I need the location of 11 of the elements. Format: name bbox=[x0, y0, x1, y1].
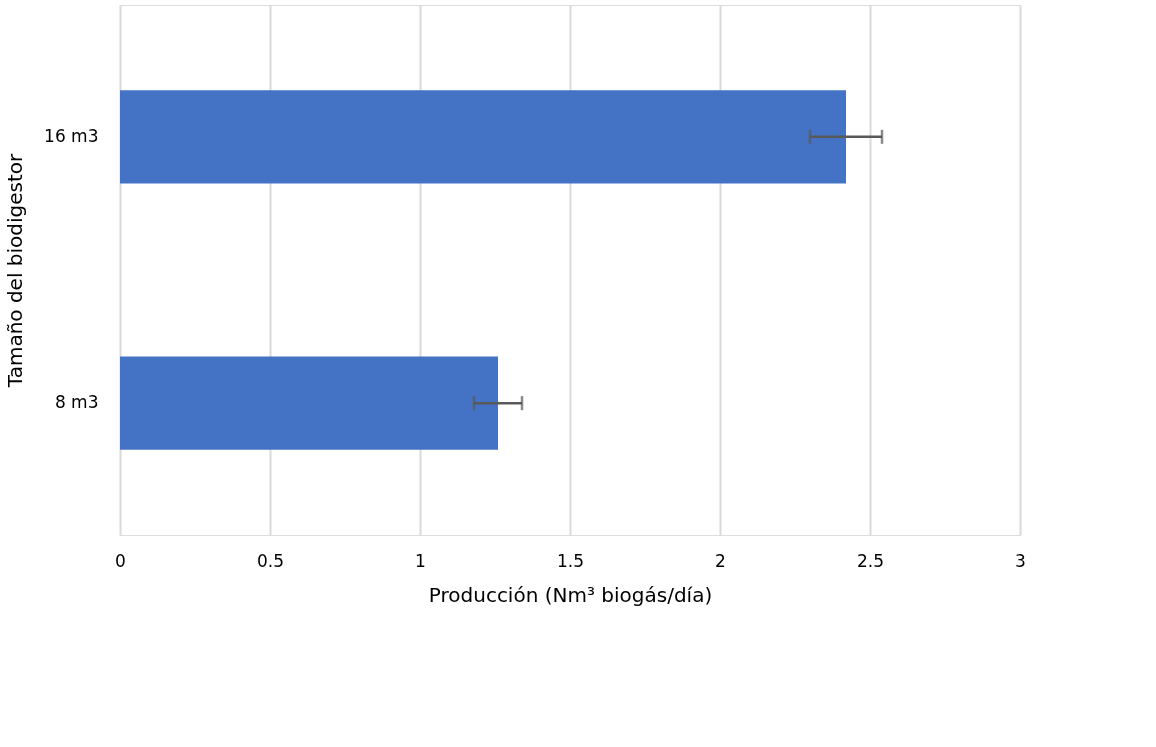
x-tick-label: 0.5 bbox=[256, 550, 285, 571]
x-tick-label: 2 bbox=[715, 550, 726, 571]
x-tick-label: 3 bbox=[1015, 550, 1026, 571]
y-tick-label: 8 m3 bbox=[54, 392, 99, 413]
y-tick-label: 16 m3 bbox=[44, 125, 99, 146]
x-tick-label: 1 bbox=[415, 550, 426, 571]
x-tick-label: 2.5 bbox=[856, 550, 885, 571]
y-axis-title: Tamaño del biodigestor bbox=[3, 152, 28, 389]
x-tick-label: 1.5 bbox=[556, 550, 585, 571]
x-axis-title: Producción (Nm³ biogás/día) bbox=[428, 582, 713, 607]
x-tick-label: 0 bbox=[115, 550, 126, 571]
